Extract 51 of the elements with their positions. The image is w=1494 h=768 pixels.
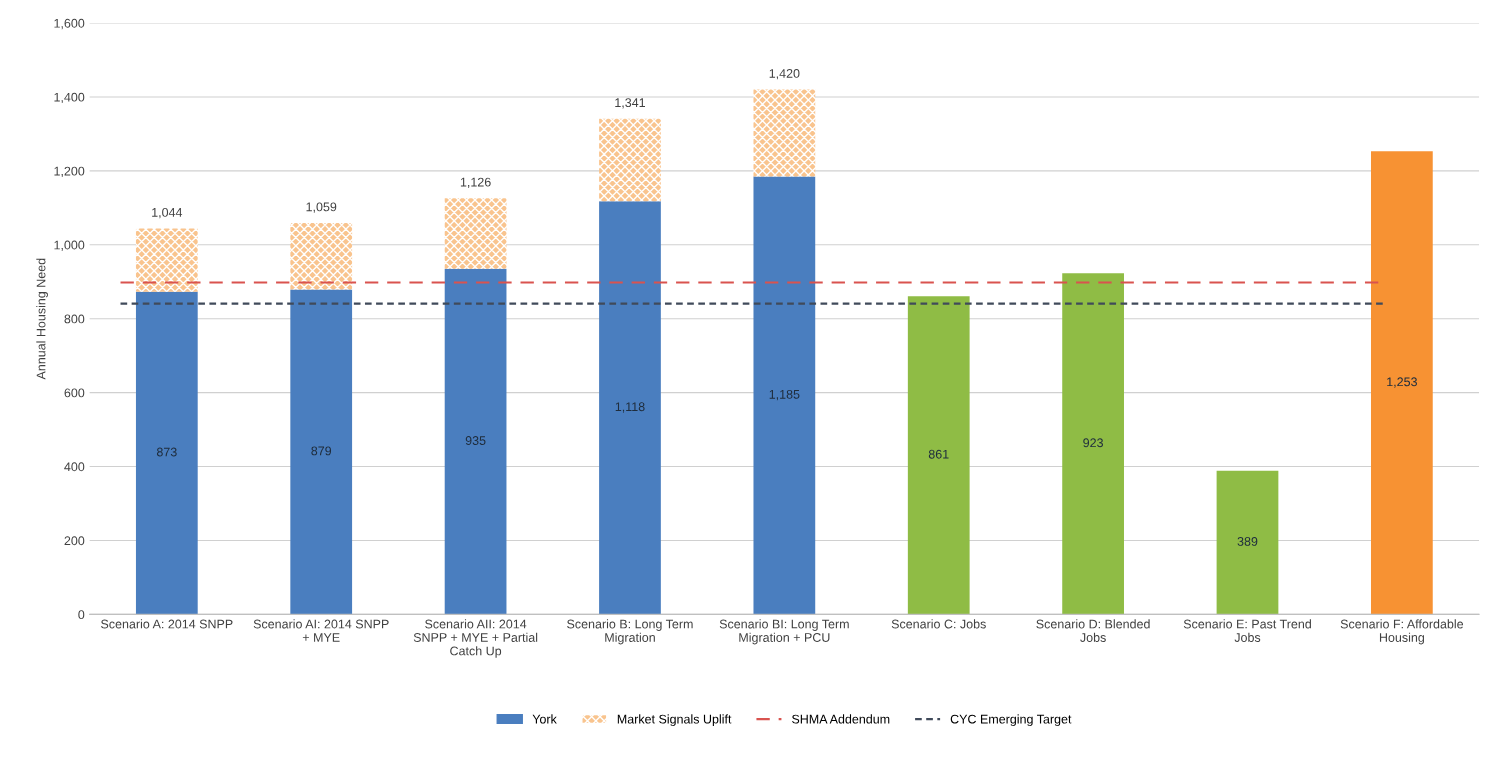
y-tick-label: 800 xyxy=(64,314,85,324)
bar xyxy=(753,89,816,177)
x-tick-label: Scenario A: 2014 SNPP xyxy=(101,619,233,629)
legend-label: York xyxy=(532,714,557,724)
y-axis-title: Annual Housing Need xyxy=(36,258,48,380)
bar xyxy=(599,201,661,615)
bar xyxy=(907,296,970,615)
y-tick-label: 1,000 xyxy=(54,240,85,251)
bar xyxy=(599,118,661,202)
legend-label: SHMA Addendum xyxy=(792,714,890,724)
y-tick-label: 0 xyxy=(78,610,85,620)
y-tick-label: 600 xyxy=(64,388,85,398)
bar xyxy=(1062,273,1124,615)
bar xyxy=(135,228,198,292)
data-label: 389 xyxy=(1237,537,1258,546)
legend-label: CYC Emerging Target xyxy=(950,714,1072,727)
data-label: 1,185 xyxy=(769,389,800,401)
total-label: 1,044 xyxy=(152,207,183,219)
data-label: 935 xyxy=(465,436,486,445)
data-label: 861 xyxy=(928,449,949,459)
legend-label: Market Signals Uplift xyxy=(617,714,732,727)
bar xyxy=(290,222,353,290)
bar xyxy=(135,291,198,615)
x-tick-label: Scenario D: Blended Jobs xyxy=(1036,619,1150,642)
y-tick-label: 1,400 xyxy=(54,92,85,104)
x-tick-label: Scenario F: Affordable Housing xyxy=(1340,619,1464,645)
bar xyxy=(753,176,816,615)
data-label: 1,253 xyxy=(1387,377,1417,388)
x-tick-label: Scenario AII: 2014 SNPP + MYE + Partial Catch Up xyxy=(413,619,538,658)
data-label: 873 xyxy=(156,447,177,457)
y-tick-label: 400 xyxy=(64,462,85,472)
total-label: 1,341 xyxy=(615,98,645,109)
total-label: 1,126 xyxy=(460,177,491,188)
total-label: 1,059 xyxy=(306,202,337,213)
data-label: 923 xyxy=(1083,438,1103,448)
y-tick-label: 1,600 xyxy=(54,18,85,30)
bar xyxy=(1216,470,1279,615)
bar xyxy=(1370,151,1433,615)
x-tick-label: Scenario E: Past Trend Jobs xyxy=(1183,619,1311,642)
y-tick-label: 200 xyxy=(64,536,85,546)
x-tick-label: Scenario C: Jobs xyxy=(891,619,986,629)
x-tick-label: Scenario B: Long Term Migration xyxy=(567,619,693,645)
bar xyxy=(290,289,353,615)
total-label: 1,420 xyxy=(769,69,800,80)
x-tick-label: Scenario BI: Long Term Migration + PCU xyxy=(719,619,849,645)
y-tick-label: 1,200 xyxy=(54,166,85,178)
x-tick-label: Scenario AI: 2014 SNPP + MYE xyxy=(253,619,389,642)
data-label: 879 xyxy=(311,446,332,456)
bar xyxy=(444,268,507,615)
data-label: 1,118 xyxy=(615,402,645,413)
bar xyxy=(444,198,507,269)
